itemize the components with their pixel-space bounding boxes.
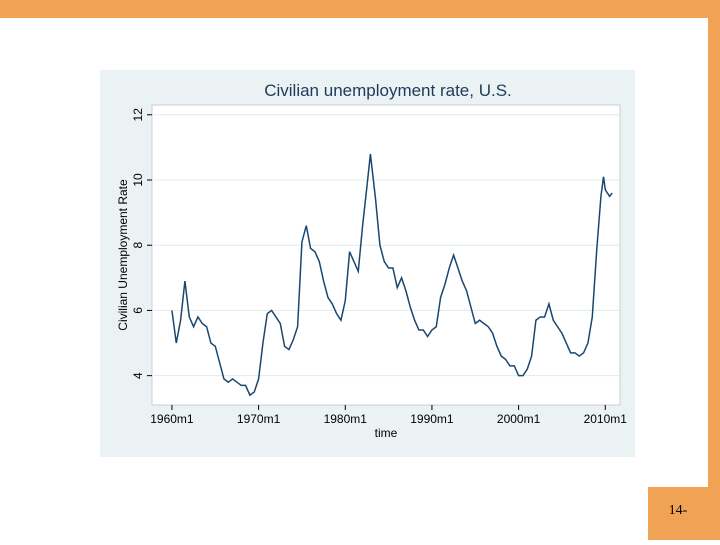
top-bar bbox=[0, 0, 720, 18]
x-tick-label: 1970m1 bbox=[237, 412, 281, 426]
y-tick-label: 12 bbox=[131, 108, 145, 122]
x-tick-label: 1960m1 bbox=[150, 412, 194, 426]
x-tick-label: 1980m1 bbox=[324, 412, 368, 426]
y-tick-label: 8 bbox=[131, 242, 145, 249]
data-line bbox=[171, 153, 613, 397]
y-tick-label: 10 bbox=[131, 173, 145, 187]
chart-title: Civilian unemployment rate, U.S. bbox=[264, 81, 512, 100]
number-box bbox=[648, 487, 708, 540]
y-axis-label: Civilian Unemployment Rate bbox=[116, 179, 130, 331]
x-axis-label: time bbox=[375, 426, 398, 440]
x-tick-label: 1990m1 bbox=[410, 412, 454, 426]
x-tick-label: 2010m1 bbox=[584, 412, 628, 426]
y-tick-label: 4 bbox=[131, 372, 145, 379]
y-tick-label: 6 bbox=[131, 307, 145, 314]
x-tick-label: 2000m1 bbox=[497, 412, 541, 426]
right-bar bbox=[708, 0, 720, 540]
slide-number: 14- bbox=[669, 503, 688, 518]
plot-area bbox=[151, 104, 621, 406]
